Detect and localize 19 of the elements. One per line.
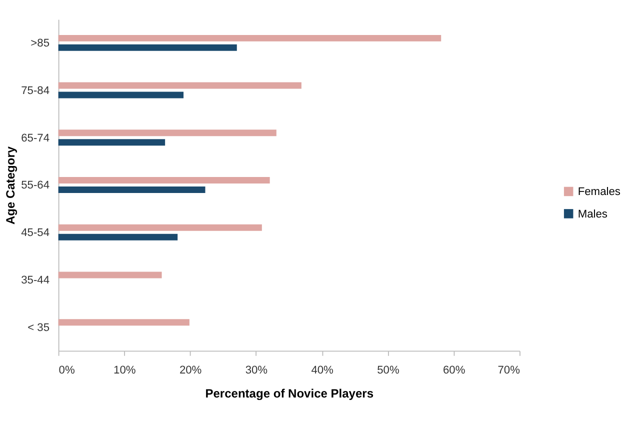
y-tick-label: 55-64: [21, 180, 50, 192]
x-tick-label: 30%: [245, 364, 268, 376]
y-tick-label: 45-54: [21, 227, 50, 240]
x-tick-label: 50%: [377, 364, 400, 376]
legend-label: Females: [578, 186, 621, 198]
y-tick-label: 65-74: [21, 132, 50, 144]
x-tick-label: 20%: [179, 364, 202, 376]
y-tick-label: 35-44: [21, 274, 50, 286]
y-axis-title: Age Category: [4, 146, 18, 225]
y-tick-label: 75-84: [21, 84, 50, 97]
y-tick-label: < 35: [28, 322, 50, 334]
x-tick-label: 40%: [311, 364, 334, 376]
legend-label: Males: [578, 208, 608, 220]
x-tick-label: 10%: [114, 364, 136, 376]
y-tick-label: >85: [30, 38, 50, 50]
x-tick-label: 0%: [58, 364, 75, 376]
x-tick-label: 60%: [442, 364, 466, 376]
x-axis-title: Percentage of Novice Players: [205, 386, 374, 401]
x-tick-label: 70%: [498, 364, 520, 376]
